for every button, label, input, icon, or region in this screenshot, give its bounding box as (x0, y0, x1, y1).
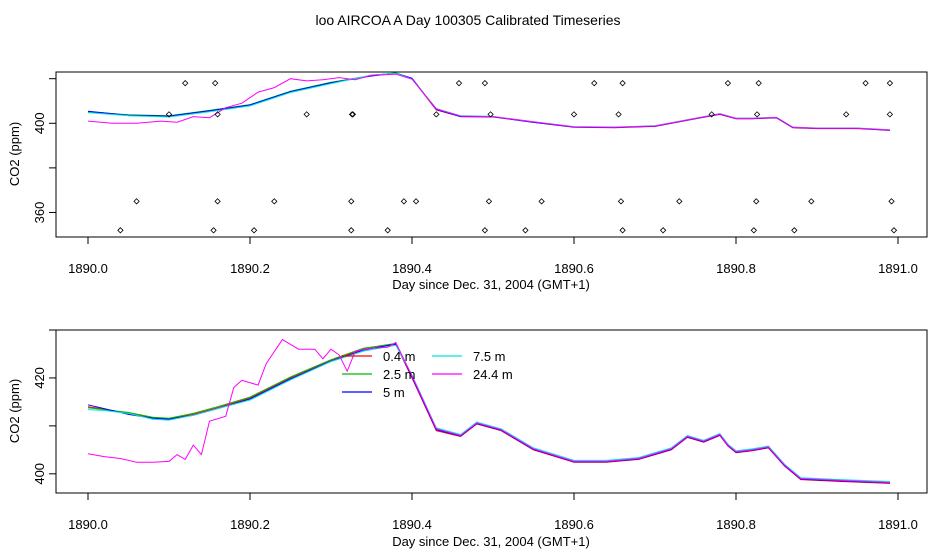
data-point (348, 111, 356, 118)
x-tick-label: 1891.0 (878, 261, 918, 276)
y-tick-label: 360 (32, 202, 47, 224)
data-point (384, 227, 391, 234)
data-point (886, 79, 894, 87)
x-tick-label: 1891.0 (878, 517, 918, 532)
data-point (886, 111, 894, 118)
series-line-7-5-m (87, 72, 890, 131)
data-point (753, 198, 760, 205)
data-point (400, 198, 408, 205)
bottom-panel: 1890.0 1890.2 1890.4 1890.6 1890.8 1891.0 400… (7, 329, 928, 549)
data-point (182, 79, 189, 87)
bottom-legend: 0.4 m 2.5 m 5 m 7.5 m 24.4 m (342, 349, 513, 400)
bottom-x-axis-label: Day since Dec. 31, 2004 (GMT+1) (392, 534, 590, 549)
x-tick-label: 1890.6 (554, 517, 594, 532)
data-point (659, 227, 667, 234)
data-point (619, 227, 626, 234)
chart-title: loo AIRCOA A Day 100305 Calibrated Times… (315, 12, 620, 28)
legend-label: 7.5 m (473, 349, 506, 364)
data-point (214, 198, 221, 205)
legend-label: 24.4 m (473, 367, 513, 382)
data-point (755, 79, 762, 87)
series-line-24-4-m (87, 73, 890, 131)
data-point (250, 227, 258, 234)
series-line-7-5-m (87, 344, 890, 482)
bottom-y-axis-label: CO2 (ppm) (7, 379, 22, 443)
top-panel: 1890.0 1890.2 1890.4 1890.6 1890.8 1891.0 360… (7, 71, 928, 292)
y-tick-label: 400 (32, 112, 47, 134)
series-line-5-m (87, 72, 890, 131)
data-point (570, 111, 578, 118)
x-tick-label: 1890.4 (392, 517, 432, 532)
data-point (487, 111, 494, 118)
top-x-axis: 1890.0 1890.2 1890.4 1890.6 1890.8 1891.0 (68, 237, 918, 276)
series-line-0-4-m (87, 72, 890, 131)
top-series (87, 72, 890, 131)
data-point (538, 198, 545, 205)
data-point (676, 198, 683, 205)
x-tick-label: 1890.8 (716, 517, 756, 532)
data-point (455, 79, 463, 87)
data-point (348, 198, 355, 205)
x-tick-label: 1890.6 (554, 261, 594, 276)
x-tick-label: 1890.2 (230, 261, 270, 276)
data-point (165, 111, 173, 118)
data-point (591, 79, 598, 87)
legend-label: 2.5 m (383, 367, 416, 382)
data-point (750, 227, 757, 234)
data-point (619, 79, 626, 87)
data-point (271, 198, 278, 205)
bottom-x-axis: 1890.0 1890.2 1890.4 1890.6 1890.8 1891.0 (68, 493, 918, 532)
data-point (133, 198, 140, 205)
x-tick-label: 1890.8 (716, 261, 756, 276)
series-line-24-4-m (87, 338, 890, 483)
bottom-plot-frame (55, 329, 928, 494)
series-line-2-5-m (87, 72, 890, 131)
data-point (210, 227, 217, 234)
data-point (615, 111, 622, 118)
data-point (862, 79, 869, 87)
top-plot-frame (55, 71, 928, 238)
data-point (522, 227, 529, 234)
series-line-5-m (87, 343, 890, 484)
data-point (412, 198, 420, 205)
data-point (724, 79, 732, 87)
data-point (348, 227, 355, 234)
top-points (117, 79, 898, 234)
data-point (888, 198, 895, 205)
data-point (303, 111, 310, 118)
y-tick-label: 400 (32, 463, 47, 485)
top-y-axis: 360 400 (32, 78, 56, 224)
data-point (481, 227, 489, 234)
data-point (433, 111, 440, 118)
data-point (791, 227, 798, 234)
data-point (212, 79, 219, 87)
legend-label: 5 m (383, 385, 405, 400)
data-point (617, 198, 625, 205)
data-point (842, 111, 850, 118)
bottom-y-axis: 400 420 (32, 329, 56, 485)
data-point (485, 198, 493, 205)
top-x-axis-label: Day since Dec. 31, 2004 (GMT+1) (392, 277, 590, 292)
data-point (214, 111, 221, 118)
x-tick-label: 1890.2 (230, 517, 270, 532)
bottom-series (87, 338, 890, 484)
data-point (808, 198, 815, 205)
data-point (349, 111, 357, 118)
x-tick-label: 1890.0 (68, 517, 108, 532)
legend-label: 0.4 m (383, 349, 416, 364)
series-line-0-4-m (87, 343, 890, 484)
y-tick-label: 420 (32, 367, 47, 389)
data-point (117, 227, 124, 234)
top-y-axis-label: CO2 (ppm) (7, 122, 22, 186)
x-tick-label: 1890.0 (68, 261, 108, 276)
data-point (481, 79, 489, 87)
x-tick-label: 1890.4 (392, 261, 432, 276)
data-point (753, 111, 761, 118)
data-point (890, 227, 898, 234)
series-line-2-5-m (87, 342, 890, 483)
data-point (708, 111, 715, 118)
